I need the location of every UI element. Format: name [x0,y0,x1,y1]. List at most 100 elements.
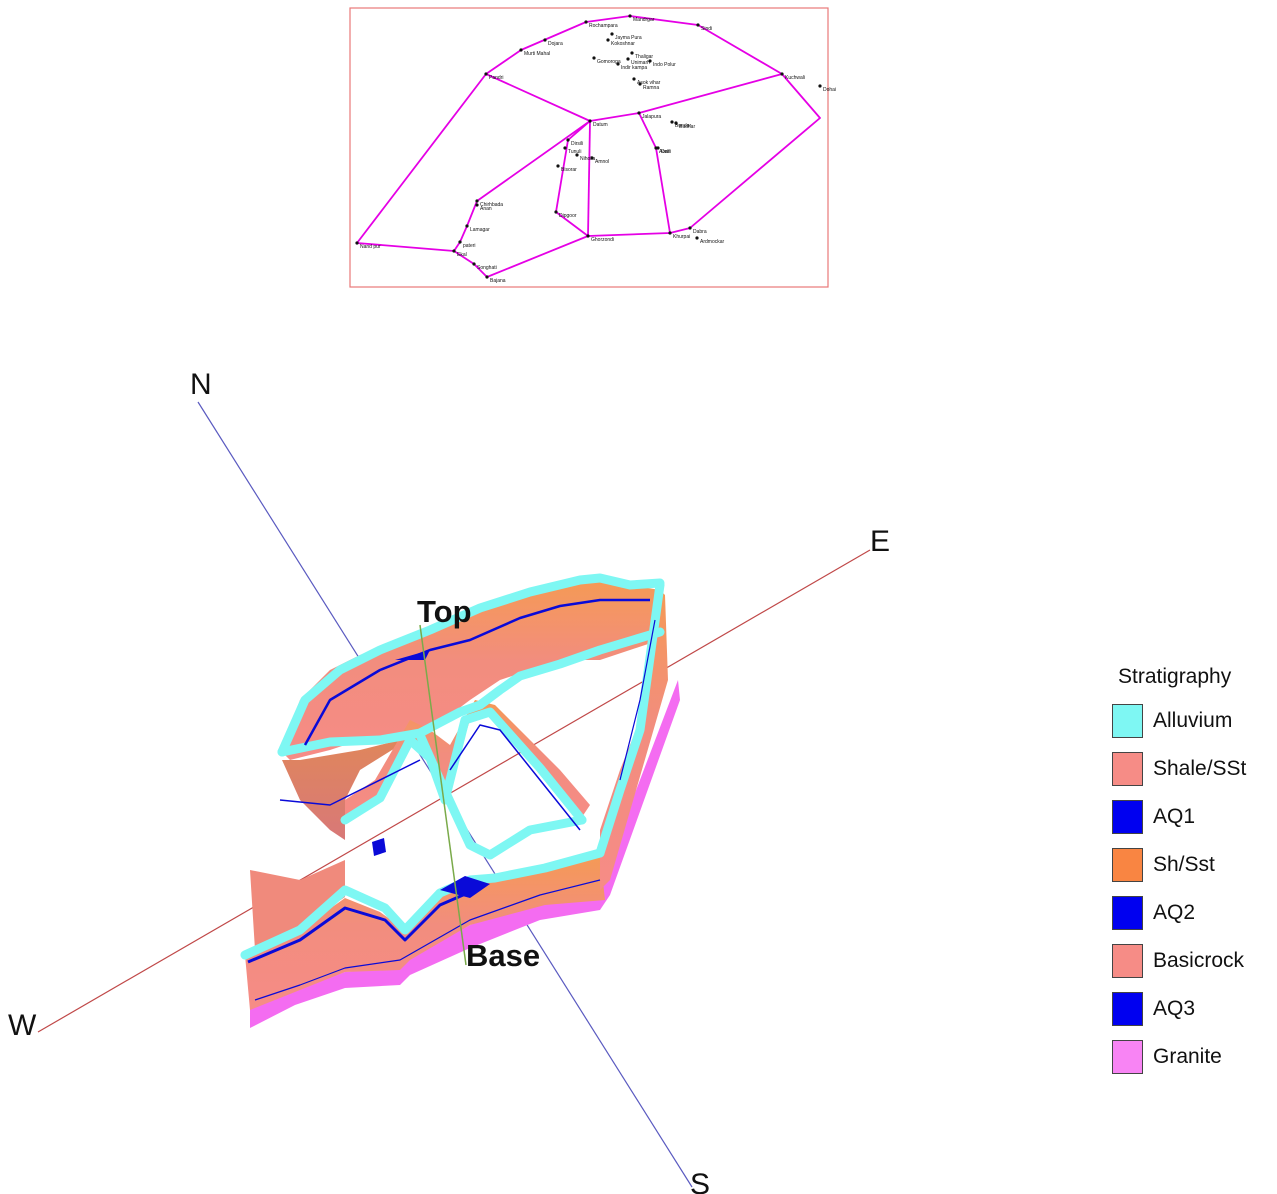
map-station-label: Bisorar [561,167,577,173]
legend-swatch [1112,704,1143,738]
legend-label: Granite [1153,1045,1222,1068]
legend-label: Basicrock [1153,949,1245,972]
legend-label: AQ2 [1153,901,1196,924]
map-station-label: Thaligar [635,54,653,60]
legend-swatch [1112,848,1143,882]
map-station-label: Dalli [661,149,671,155]
map-station-point [590,156,594,160]
map-station-label: Jayma Pura [615,35,642,41]
legend-item: AQ3 [1112,985,1272,1033]
legend-swatch [1112,800,1143,834]
east-label: E [870,525,890,558]
map-station-point [484,72,488,76]
map-station-label: Dirsili [571,141,583,147]
legend-item: Alluvium [1112,697,1272,745]
map-station-label: Budhar [679,124,695,130]
map-station-point [670,120,674,124]
map-section-line [587,120,591,237]
legend-title: Stratigraphy [1118,665,1232,688]
map-station-point [696,23,700,27]
granite-base-layer [250,680,680,1028]
map-station-point [818,84,822,88]
ew-axis-line [37,549,871,1033]
map-station-label: Songhati [477,265,497,271]
map-station-label: Indir kampa [621,65,647,71]
map-station-label: Jalapura [642,114,661,120]
map-station-point [616,62,620,66]
map-station-label: Sindi [701,26,712,32]
north-label: N [190,368,212,401]
map-station-label: Murti Mahal [524,51,550,57]
map-station-label: Ramna [643,85,659,91]
map-station-point [695,236,699,240]
map-station-point [668,231,672,235]
map-station-point [475,203,479,207]
legend-items: Alluvium Shale/SSt AQ1 Sh/Sst AQ2 Basicrock AQ… [1112,697,1272,1081]
legend-swatch [1112,1040,1143,1074]
top-base-marker [419,624,467,966]
map-station-label: Aonri [659,149,671,155]
map-station-point [566,138,570,142]
legend-label: AQ3 [1153,997,1196,1020]
map-station-label: Ekal [457,252,467,258]
map-station-point [780,72,784,76]
map-station-label: Nihoila [580,156,596,162]
map-station-label: Dabra [693,229,707,235]
map-station-label: Rochampara [589,23,618,29]
orientation-axes [37,401,871,1188]
legend-item: AQ2 [1112,889,1272,937]
map-station-point [584,20,588,24]
map-section-line [356,15,821,278]
legend-swatch [1112,944,1143,978]
map-station-label: Ardmockar [700,239,725,245]
aquifer-lines [247,598,656,1001]
map-station-point [628,14,632,18]
map-station-point [475,199,479,203]
map-station-point [563,146,567,150]
alluvium-top-layer [240,573,665,960]
map-station-label: pateri [463,243,476,249]
map-station-label: Chirhbada [480,202,503,208]
map-station-point [606,38,610,42]
panel-north-arch [280,580,660,760]
map-station-point [586,234,590,238]
map-station-point [465,224,469,228]
map-station-point [688,226,692,230]
map-station-label: Gomoroga [597,59,621,65]
map-station-label: Ghorzondi [591,237,614,243]
map-station-label: Pandri [489,75,503,81]
stratigraphy-legend: Stratigraphy Alluvium Shale/SSt AQ1 Sh/Sst A… [1112,665,1272,1081]
panel-inner-left [250,860,345,950]
legend-item: Granite [1112,1033,1272,1081]
map-station-label: Dohai [823,87,836,93]
map-station-point [592,56,596,60]
fence-diagram [240,573,680,1028]
map-station-label: Dojara [548,41,563,47]
map-station-point [648,59,652,63]
map-station-label: Dipgoor [559,213,577,219]
legend-swatch [1112,992,1143,1026]
map-station-point [485,275,489,279]
panel-central [345,700,590,820]
aquifer-lens-north [395,650,430,660]
legend-item: Basicrock [1112,937,1272,985]
map-station-point [355,241,359,245]
aquifer-lens-south [440,876,490,898]
legend-item: Sh/Sst [1112,841,1272,889]
map-station-point [637,111,641,115]
map-station-label: Kuchwali [785,75,805,81]
south-label: S [690,1168,710,1194]
map-station-point [588,119,592,123]
map-section-line [555,120,591,237]
panel-northwest [282,735,420,840]
map-section-line [485,73,783,122]
legend-item: Shale/SSt [1112,745,1272,793]
map-station-point [638,82,642,86]
map-station-label: Amnol [595,159,609,165]
map-station-label: Anan [480,206,492,212]
map-station-points [355,14,822,279]
map-station-label: Nand pur [360,244,381,250]
